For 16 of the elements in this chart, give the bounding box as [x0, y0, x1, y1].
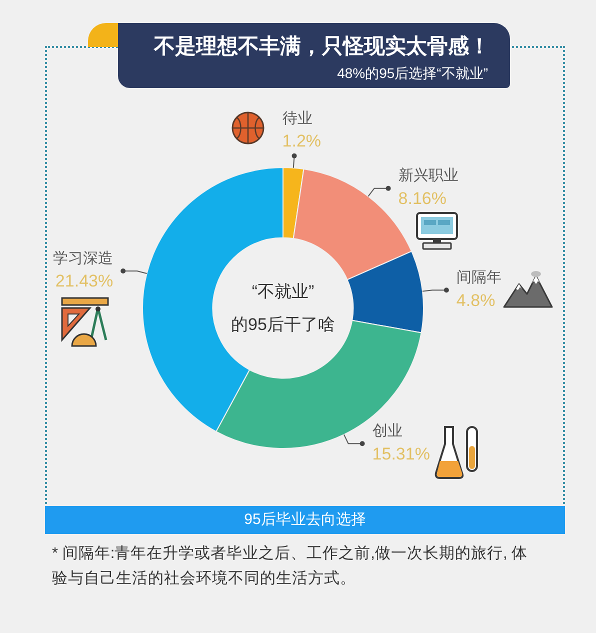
- slice-label: 新兴职业: [398, 166, 458, 184]
- data-label: 15.31%: [372, 444, 430, 464]
- slice-label: 间隔年: [456, 268, 502, 286]
- text: * 间隔年:青年在升学或者毕业之后、工作之前,做一次长期的旅行, 体验与自己生活的社会环境不同的生活方式。: [52, 544, 529, 589]
- data-label: 4.8%: [456, 290, 496, 310]
- chart-title: 不是理想不丰满，只怪现实太骨感！: [154, 34, 490, 60]
- title-banner: 不是理想不丰满，只怪现实太骨感！ 48%的95后选择“不就业”: [118, 23, 510, 88]
- caption-bar: 95后毕业去向选择: [45, 506, 565, 534]
- data-label: 8.16%: [398, 189, 446, 208]
- slice-label: 待业: [282, 108, 312, 127]
- slice-label: 创业: [372, 421, 402, 440]
- text: “不就业” 的95后干了啥: [230, 281, 336, 336]
- data-label: 1.2%: [282, 132, 322, 151]
- data-label: 21.43%: [55, 272, 114, 291]
- slice-label: 学习深造: [53, 248, 114, 267]
- chart-subtitle: 48%的95后选择“不就业”: [337, 65, 488, 83]
